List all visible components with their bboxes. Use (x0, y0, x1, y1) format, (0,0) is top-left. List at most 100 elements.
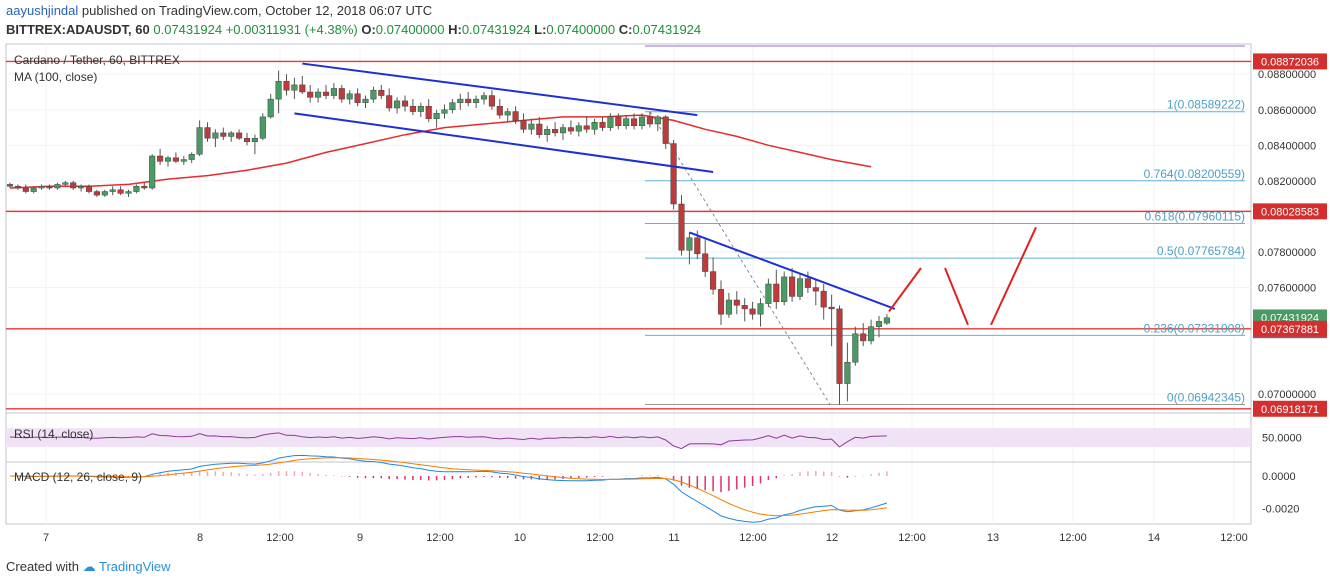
candle-body (236, 132, 243, 139)
candle-body (6, 184, 14, 187)
candle-body (370, 89, 377, 100)
candle-body (733, 299, 740, 306)
candle-body (22, 187, 29, 192)
candle-body (449, 102, 456, 111)
symbol-label: BITTREX:ADAUSDT, 60 (6, 22, 150, 37)
candle-body (394, 100, 401, 109)
time-tick-label: 12:00 (426, 532, 454, 544)
price-badge-label: 0.07367881 (1261, 324, 1319, 336)
candle-body (725, 299, 732, 315)
candle-body (599, 121, 606, 128)
time-tick-label: 14 (1148, 532, 1160, 544)
candle-body (749, 308, 756, 315)
candle-body (220, 132, 227, 137)
candle-body (307, 91, 314, 98)
candle-body (283, 81, 290, 91)
candle-body (820, 290, 827, 308)
macd-tick-label: 0.0000 (1262, 471, 1296, 483)
candle-body (654, 116, 661, 125)
price-axis[interactable]: 0.08800000 0.08600000 0.08400000 0.08200000… (1258, 69, 1316, 515)
candle-body (828, 306, 835, 310)
fib-level-label: 1(0.08589222) (1167, 98, 1245, 112)
candle-body (812, 287, 819, 292)
time-tick-label: 12:00 (1220, 532, 1248, 544)
time-tick-label: 9 (357, 532, 363, 544)
price-badge-label: 0.08028583 (1261, 206, 1319, 218)
price-tick-label: 0.07000000 (1258, 389, 1316, 401)
candle-body (433, 113, 440, 119)
time-tick-label: 12:00 (586, 532, 614, 544)
published-info: published on TradingView.com, October 12… (81, 3, 433, 18)
trendlines (294, 62, 896, 310)
fib-level-label: 0.236(0.07331008) (1144, 321, 1245, 335)
close-label: C: (618, 22, 633, 37)
candle-body (228, 132, 235, 137)
time-tick-label: 12:00 (739, 532, 767, 544)
legend-ma: MA (100, close) (14, 70, 97, 84)
candle-body (765, 283, 772, 304)
trendline (302, 62, 698, 117)
footer: Created with ☁ TradingView (6, 559, 171, 575)
price-badge (1253, 400, 1327, 417)
candle-body (101, 191, 108, 196)
open-value: 0.07400000 (375, 22, 445, 37)
candle-body (717, 289, 725, 315)
candle-body (93, 191, 100, 196)
candle-body (875, 321, 883, 327)
candle-body (70, 182, 77, 189)
candle-body (631, 118, 638, 127)
candle-body (330, 88, 337, 96)
candle-body (164, 157, 172, 162)
price-badge (1253, 53, 1327, 70)
candle-body (844, 361, 851, 384)
candle-body (757, 303, 764, 315)
legend-title: Cardano / Tether, 60, BITTREX (14, 53, 180, 67)
candle-body (125, 191, 132, 194)
time-tick-label: 10 (514, 532, 526, 544)
tradingview-link[interactable]: TradingView (99, 559, 171, 574)
created-with: Created with (6, 559, 79, 574)
candle-body (275, 81, 282, 100)
candle-body (536, 123, 543, 135)
candle-body (259, 116, 266, 139)
candle-body (615, 116, 622, 127)
time-tick-label: 13 (987, 532, 999, 544)
candle-body (54, 184, 61, 189)
candle-body (488, 95, 495, 107)
candle-body (465, 98, 472, 103)
candle-body (623, 118, 630, 127)
candle-body (868, 326, 875, 342)
horizontal-lines (6, 60, 1251, 410)
candle-body (38, 185, 45, 189)
macd-line (9, 454, 888, 523)
candle-body (686, 237, 693, 251)
chart-header: aayushjindal published on TradingView.co… (0, 0, 1330, 44)
trendline (689, 231, 896, 310)
price-chart[interactable]: 1(0.08589222) 0.764(0.08200559) 0.618(0.07… (0, 0, 1330, 556)
candle-body (781, 276, 788, 303)
author-link[interactable]: aayushjindal (6, 3, 79, 18)
fib-level-label: 0(0.06942345) (1167, 390, 1245, 404)
candle-body (504, 111, 511, 116)
candle-body (789, 276, 796, 297)
price-tick-label: 0.07800000 (1258, 247, 1316, 259)
candle-body (496, 105, 503, 116)
candle-body (804, 278, 811, 288)
price-tick-label: 0.08200000 (1258, 176, 1316, 188)
time-axis[interactable]: 7 8 12:00 9 12:00 10 12:00 11 12:00 12 12:00 13 12:0… (43, 532, 1248, 544)
candle-body (607, 116, 614, 128)
time-tick-label: 8 (197, 532, 203, 544)
projection-segment (888, 267, 922, 312)
price-tick-label: 0.08400000 (1258, 140, 1316, 152)
candle-body (852, 333, 859, 363)
candle-body (149, 155, 156, 189)
candle-body (196, 127, 203, 155)
candle-body (141, 185, 148, 189)
candle-body (512, 111, 519, 121)
candle-body (710, 271, 717, 290)
candle-body (78, 185, 85, 189)
price-badge-label: 0.06918171 (1261, 404, 1319, 416)
time-tick-label: 12:00 (898, 532, 926, 544)
candle-body (544, 129, 551, 135)
rsi-line (9, 432, 887, 450)
